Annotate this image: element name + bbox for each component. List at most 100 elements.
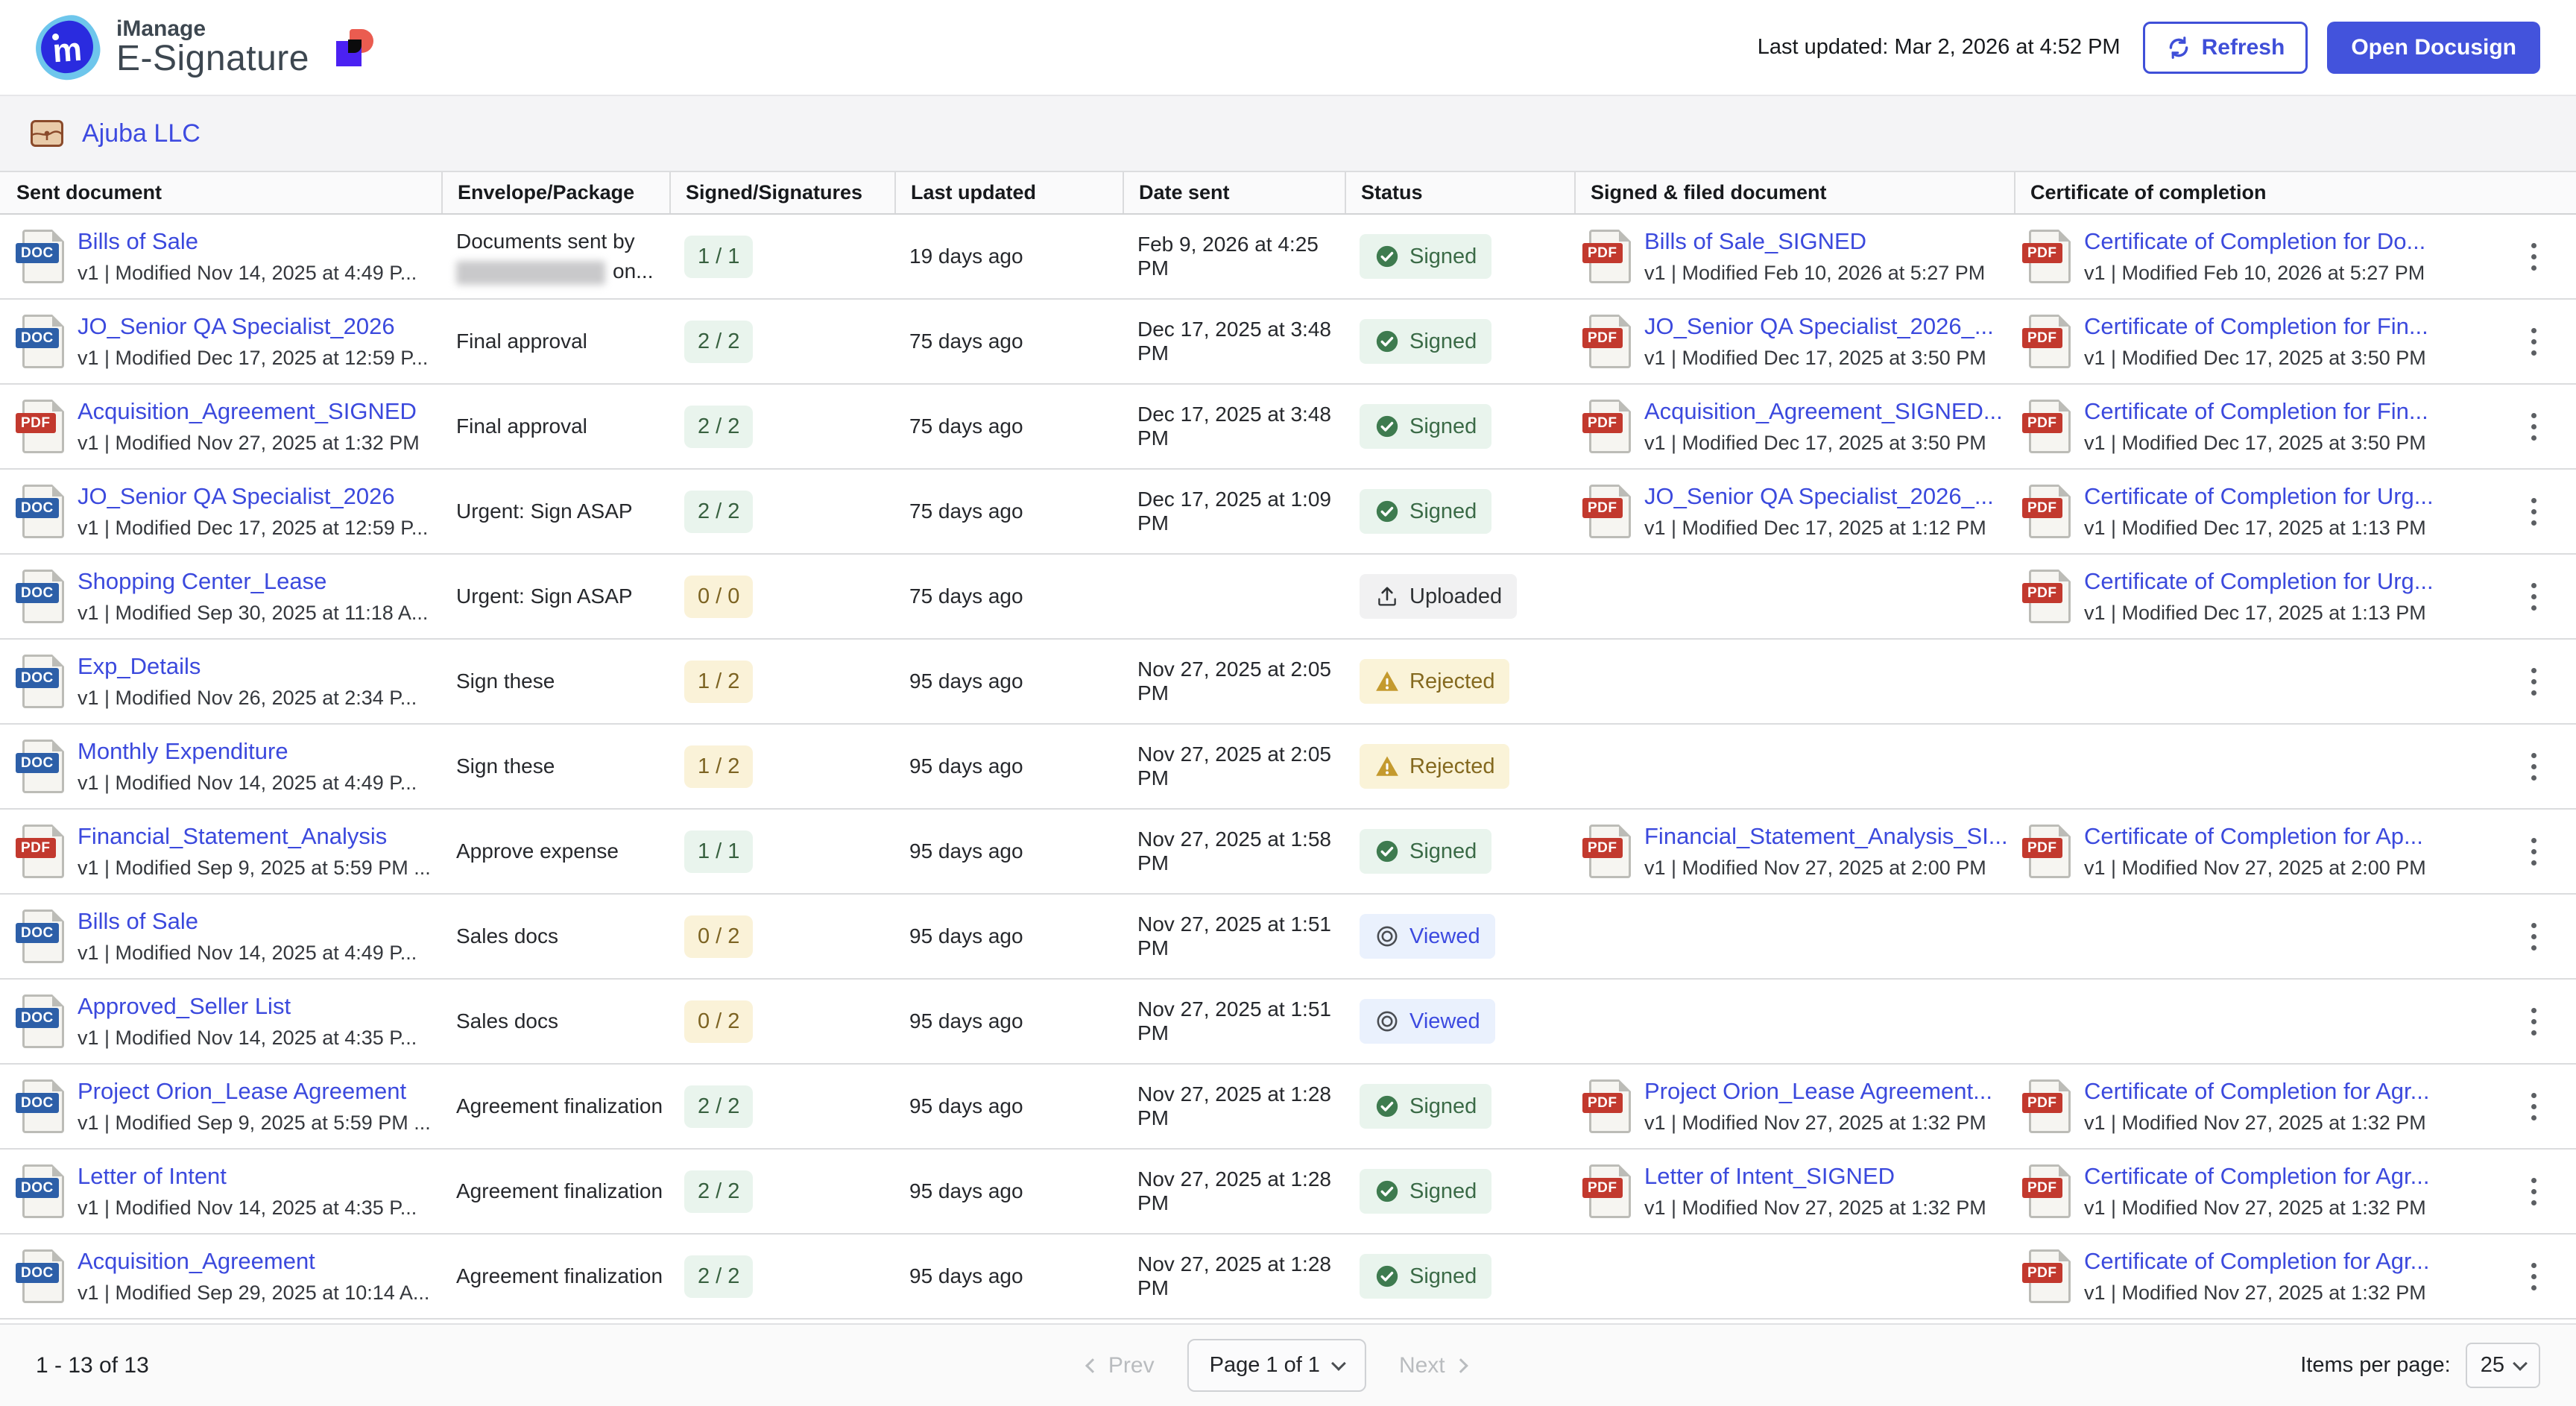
items-per-page-label: Items per page: <box>2300 1353 2451 1378</box>
signed-filed-document-cell: pdf Project Orion_Lease Agreement... v1 … <box>1574 1078 2014 1135</box>
items-per-page-select[interactable]: 25 <box>2466 1343 2540 1388</box>
file-type-icon: pdf <box>2029 485 2071 538</box>
file-type-badge: pdf <box>1582 838 1623 858</box>
column-header-last-updated[interactable]: Last updated <box>894 172 1123 213</box>
envelope-name: Urgent: Sign ASAP <box>456 496 633 526</box>
row-actions-cell <box>2491 830 2576 873</box>
workspace-icon <box>30 116 64 151</box>
sent-document-link[interactable]: JO_Senior QA Specialist_2026 <box>78 483 428 510</box>
chevron-down-icon <box>1331 1356 1346 1371</box>
sent-document-link[interactable]: Financial_Statement_Analysis <box>78 823 431 850</box>
status-label: Signed <box>1409 331 1477 353</box>
sent-document-link[interactable]: Bills of Sale <box>78 908 417 935</box>
kebab-menu-icon[interactable] <box>2524 745 2544 788</box>
sent-document-link[interactable]: Shopping Center_Lease <box>78 568 428 595</box>
file-type-badge: doc <box>16 753 59 773</box>
date-sent-value: Dec 17, 2025 at 1:09 PM <box>1137 488 1345 535</box>
certificate-link[interactable]: Certificate of Completion for Do... <box>2084 228 2425 255</box>
envelope-name: Approve expense <box>456 836 619 866</box>
signed-filed-document-link[interactable]: Letter of Intent_SIGNED <box>1644 1163 1986 1190</box>
column-header-signed-signatures[interactable]: Signed/Signatures <box>669 172 894 213</box>
column-header-date-sent[interactable]: Date sent <box>1123 172 1345 213</box>
status-cell: Signed <box>1345 234 1574 279</box>
column-header-signed-filed-document[interactable]: Signed & filed document <box>1574 172 2014 213</box>
kebab-menu-icon[interactable] <box>2524 1000 2544 1043</box>
kebab-menu-icon[interactable] <box>2524 1085 2544 1128</box>
sent-document-link[interactable]: Acquisition_Agreement_SIGNED <box>78 398 420 425</box>
certificate-link[interactable]: Certificate of Completion for Urg... <box>2084 568 2434 595</box>
kebab-menu-icon[interactable] <box>2524 1170 2544 1213</box>
signed-filed-document-link[interactable]: Financial_Statement_Analysis_SI... <box>1644 823 2008 850</box>
column-header-sent-document[interactable]: Sent document <box>0 172 441 213</box>
signed-filed-document-link[interactable]: JO_Senior QA Specialist_2026_... <box>1644 313 1994 340</box>
sent-document-link[interactable]: Letter of Intent <box>78 1163 417 1190</box>
kebab-menu-icon[interactable] <box>2524 1255 2544 1298</box>
date-sent-cell: Feb 9, 2026 at 4:25 PM <box>1123 233 1345 280</box>
envelope-cell: Agreement finalization <box>441 1176 669 1206</box>
file-type-icon: doc <box>22 994 64 1048</box>
last-updated-value: 95 days ago <box>909 669 1023 693</box>
column-header-status[interactable]: Status <box>1345 172 1574 213</box>
brand: m iManage E-Signature <box>36 16 373 80</box>
table-row: doc Bills of Sale v1 | Modified Nov 14, … <box>0 215 2576 300</box>
column-header-certificate-of-completion[interactable]: Certificate of completion <box>2014 172 2491 213</box>
open-docusign-button[interactable]: Open Docusign <box>2327 22 2540 74</box>
kebab-menu-icon[interactable] <box>2524 661 2544 703</box>
status-label: Uploaded <box>1409 586 1502 608</box>
certificate-link[interactable]: Certificate of Completion for Urg... <box>2084 483 2434 510</box>
refresh-button[interactable]: Refresh <box>2143 22 2308 74</box>
file-type-icon: doc <box>22 910 64 963</box>
upload-icon <box>1374 584 1400 609</box>
last-updated-value: 75 days ago <box>909 584 1023 608</box>
sent-document-link[interactable]: Monthly Expenditure <box>78 738 417 765</box>
sent-document-link[interactable]: Bills of Sale <box>78 228 417 255</box>
sent-document-link[interactable]: Project Orion_Lease Agreement <box>78 1078 431 1105</box>
signed-filed-document-link[interactable]: Bills of Sale_SIGNED <box>1644 228 1985 255</box>
file-type-badge: pdf <box>2022 583 2062 603</box>
results-range: 1 - 13 of 13 <box>36 1353 149 1378</box>
signatures-cell: 2 / 2 <box>669 321 894 363</box>
warning-icon <box>1374 754 1400 779</box>
last-updated-cell: 75 days ago <box>894 414 1123 438</box>
next-page-button[interactable]: Next <box>1399 1353 1466 1378</box>
prev-page-button[interactable]: Prev <box>1087 1353 1155 1378</box>
date-sent-value: Nov 27, 2025 at 1:58 PM <box>1137 827 1345 875</box>
kebab-menu-icon[interactable] <box>2524 915 2544 958</box>
signatures-badge: 1 / 1 <box>684 830 753 873</box>
status-label: Signed <box>1409 246 1477 268</box>
sent-document-link[interactable]: Acquisition_Agreement <box>78 1248 429 1275</box>
signed-filed-document-link[interactable]: JO_Senior QA Specialist_2026_... <box>1644 483 1994 510</box>
certificate-link[interactable]: Certificate of Completion for Agr... <box>2084 1163 2430 1190</box>
file-type-icon: pdf <box>2029 1249 2071 1303</box>
signed-filed-document-link[interactable]: Project Orion_Lease Agreement... <box>1644 1078 1992 1105</box>
last-updated-text: Last updated: Mar 2, 2026 at 4:52 PM <box>1758 35 2121 60</box>
kebab-menu-icon[interactable] <box>2524 830 2544 873</box>
kebab-menu-icon[interactable] <box>2524 491 2544 533</box>
column-header-envelope-package[interactable]: Envelope/Package <box>441 172 669 213</box>
signed-filed-document-link[interactable]: Acquisition_Agreement_SIGNED... <box>1644 398 2003 425</box>
row-actions-cell <box>2491 661 2576 703</box>
sent-document-link[interactable]: JO_Senior QA Specialist_2026 <box>78 313 428 340</box>
column-header-actions <box>2491 172 2576 213</box>
signed-filed-document-meta: v1 | Modified Nov 27, 2025 at 2:00 PM <box>1644 857 2008 880</box>
kebab-menu-icon[interactable] <box>2524 406 2544 448</box>
envelope-cell: Sales docs <box>441 1006 669 1036</box>
certificate-link[interactable]: Certificate of Completion for Agr... <box>2084 1248 2430 1275</box>
kebab-menu-icon[interactable] <box>2524 576 2544 618</box>
sent-document-link[interactable]: Approved_Seller List <box>78 993 417 1020</box>
sent-document-link[interactable]: Exp_Details <box>78 653 417 680</box>
certificate-link[interactable]: Certificate of Completion for Fin... <box>2084 313 2428 340</box>
table-body: doc Bills of Sale v1 | Modified Nov 14, … <box>0 215 2576 1323</box>
certificate-link[interactable]: Certificate of Completion for Ap... <box>2084 823 2426 850</box>
certificate-link[interactable]: Certificate of Completion for Fin... <box>2084 398 2428 425</box>
last-updated-cell: 95 days ago <box>894 1179 1123 1203</box>
kebab-menu-icon[interactable] <box>2524 236 2544 278</box>
file-type-badge: pdf <box>2022 328 2062 348</box>
certificate-cell: pdf Certificate of Completion for Fin...… <box>2014 313 2491 370</box>
file-type-badge: doc <box>16 1178 59 1198</box>
certificate-link[interactable]: Certificate of Completion for Agr... <box>2084 1078 2430 1105</box>
signatures-cell: 0 / 2 <box>669 915 894 958</box>
breadcrumb-workspace-link[interactable]: Ajuba LLC <box>82 119 201 148</box>
page-select-button[interactable]: Page 1 of 1 <box>1187 1339 1366 1392</box>
kebab-menu-icon[interactable] <box>2524 321 2544 363</box>
